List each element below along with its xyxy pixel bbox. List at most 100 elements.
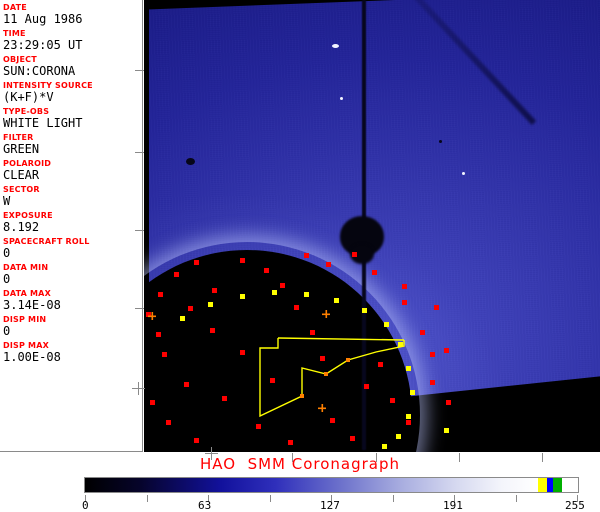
meta-label-disp-min: DISP MIN <box>3 315 47 324</box>
meta-value-intensity-source: (K+F)*V <box>3 90 54 104</box>
meta-field-polaroid: POLAROID CLEAR <box>3 159 142 182</box>
meta-value-spacecraft-roll: 0 <box>3 246 11 260</box>
colorbar-tick <box>147 495 148 502</box>
overlay-marker-red <box>240 258 245 263</box>
dark-pixel-artifact <box>186 158 195 165</box>
overlay-marker-yellow <box>384 322 389 327</box>
overlay-marker-yellow <box>272 290 277 295</box>
overlay-marker-red <box>402 284 407 289</box>
colorbar-swatch-yellow <box>538 478 547 492</box>
colorbar-tick <box>270 495 271 502</box>
overlay-marker-red <box>304 253 309 258</box>
meta-value-exposure: 8.192 <box>3 220 40 234</box>
colorbar-swatch-blue <box>547 478 553 492</box>
overlay-marker-red <box>162 352 167 357</box>
overlay-marker-red <box>264 268 269 273</box>
overlay-marker-red <box>158 292 163 297</box>
colorbar-label-127: 127 <box>320 499 340 512</box>
meta-label-disp-max: DISP MAX <box>3 341 49 350</box>
meta-label-data-min: DATA MIN <box>3 263 49 272</box>
overlay-polygon-close <box>277 337 405 341</box>
occulter-hub-core <box>350 244 374 264</box>
meta-field-data-max: DATA MAX 3.14E-08 <box>3 289 142 312</box>
coronagraph-image[interactable] <box>144 0 600 452</box>
feature-overlay <box>146 252 451 449</box>
overlay-polygon-vertex <box>324 372 328 376</box>
overlay-marker-yellow <box>444 428 449 433</box>
axis-tick-bottom <box>292 453 293 462</box>
meta-value-date: 11 Aug 1986 <box>3 12 83 26</box>
axis-tick-left <box>135 230 144 231</box>
meta-field-object: OBJECT SUN:CORONA <box>3 55 142 78</box>
overlay-marker-red <box>326 262 331 267</box>
meta-value-data-min: 0 <box>3 272 11 286</box>
meta-value-time: 23:29:05 UT <box>3 38 83 52</box>
axis-tick-left <box>135 70 144 71</box>
overlay-marker-red <box>350 436 355 441</box>
overlay-marker-yellow <box>410 390 415 395</box>
overlay-marker-red <box>390 398 395 403</box>
dark-pixel-artifact <box>439 140 442 143</box>
colorbar[interactable] <box>84 477 579 493</box>
overlay-marker-yellow <box>304 292 309 297</box>
overlay-marker-red <box>320 356 325 361</box>
overlay-marker-yellow <box>362 308 367 313</box>
meta-label-time: TIME <box>3 29 26 38</box>
meta-field-intensity-source: INTENSITY SOURCE (K+F)*V <box>3 81 142 104</box>
colorbar-swatch-white <box>562 478 578 492</box>
colorbar-tick <box>577 495 578 502</box>
colorbar-tick <box>208 495 209 502</box>
occulter-pylon-lower <box>362 250 366 450</box>
overlay-marker-yellow <box>334 298 339 303</box>
overlay-marker-red <box>194 260 199 265</box>
axis-tick-left-major-cross <box>138 382 139 395</box>
meta-label-object: OBJECT <box>3 55 37 64</box>
meta-field-filter: FILTER GREEN <box>3 133 142 156</box>
meta-field-sector: SECTOR W <box>3 185 142 208</box>
overlay-marker-red <box>420 330 425 335</box>
colorbar-gradient <box>85 478 538 492</box>
meta-field-data-min: DATA MIN 0 <box>3 263 142 286</box>
colorbar-tick <box>85 495 86 502</box>
overlay-marker-red <box>270 378 275 383</box>
overlay-marker-red <box>446 400 451 405</box>
overlay-marker-red <box>212 288 217 293</box>
overlay-marker-yellow <box>398 342 403 347</box>
overlay-marker-red <box>430 380 435 385</box>
meta-field-date: DATE 11 Aug 1986 <box>3 3 142 26</box>
meta-label-polaroid: POLAROID <box>3 159 52 168</box>
overlay-marker-red <box>430 352 435 357</box>
overlay-marker-red <box>378 362 383 367</box>
meta-value-object: SUN:CORONA <box>3 64 76 78</box>
colorbar-tick <box>516 495 517 502</box>
overlay-marker-red <box>174 272 179 277</box>
observation-metadata-panel: DATE 11 Aug 1986 TIME 23:29:05 UT OBJECT… <box>0 0 143 452</box>
overlay-marker-red <box>222 396 227 401</box>
meta-value-disp-min: 0 <box>3 324 11 338</box>
bright-pixel-artifact <box>332 44 339 48</box>
overlay-marker-yellow <box>396 434 401 439</box>
overlay-marker-red <box>166 420 171 425</box>
overlay-marker-red <box>194 438 199 443</box>
axis-tick-bottom <box>459 453 460 462</box>
colorbar-label-63: 63 <box>198 499 212 512</box>
colorbar-swatch-green <box>553 478 562 492</box>
meta-value-disp-max: 1.00E-08 <box>3 350 61 364</box>
meta-value-sector: W <box>3 194 11 208</box>
meta-field-disp-max: DISP MAX 1.00E-08 <box>3 341 142 364</box>
axis-tick-left <box>135 152 144 153</box>
bright-pixel-artifact <box>462 172 465 175</box>
overlay-polygon-vertex <box>300 394 304 398</box>
overlay-marker-red <box>364 384 369 389</box>
meta-value-filter: GREEN <box>3 142 40 156</box>
overlay-marker-yellow <box>406 414 411 419</box>
meta-label-filter: FILTER <box>3 133 34 142</box>
overlay-marker-red <box>184 382 189 387</box>
overlay-polygon-vertex <box>346 358 350 362</box>
overlay-marker-yellow <box>240 294 245 299</box>
image-left-black-sliver <box>144 0 149 452</box>
overlay-marker-red <box>288 440 293 445</box>
overlay-marker-red <box>256 424 261 429</box>
meta-label-exposure: EXPOSURE <box>3 211 53 220</box>
